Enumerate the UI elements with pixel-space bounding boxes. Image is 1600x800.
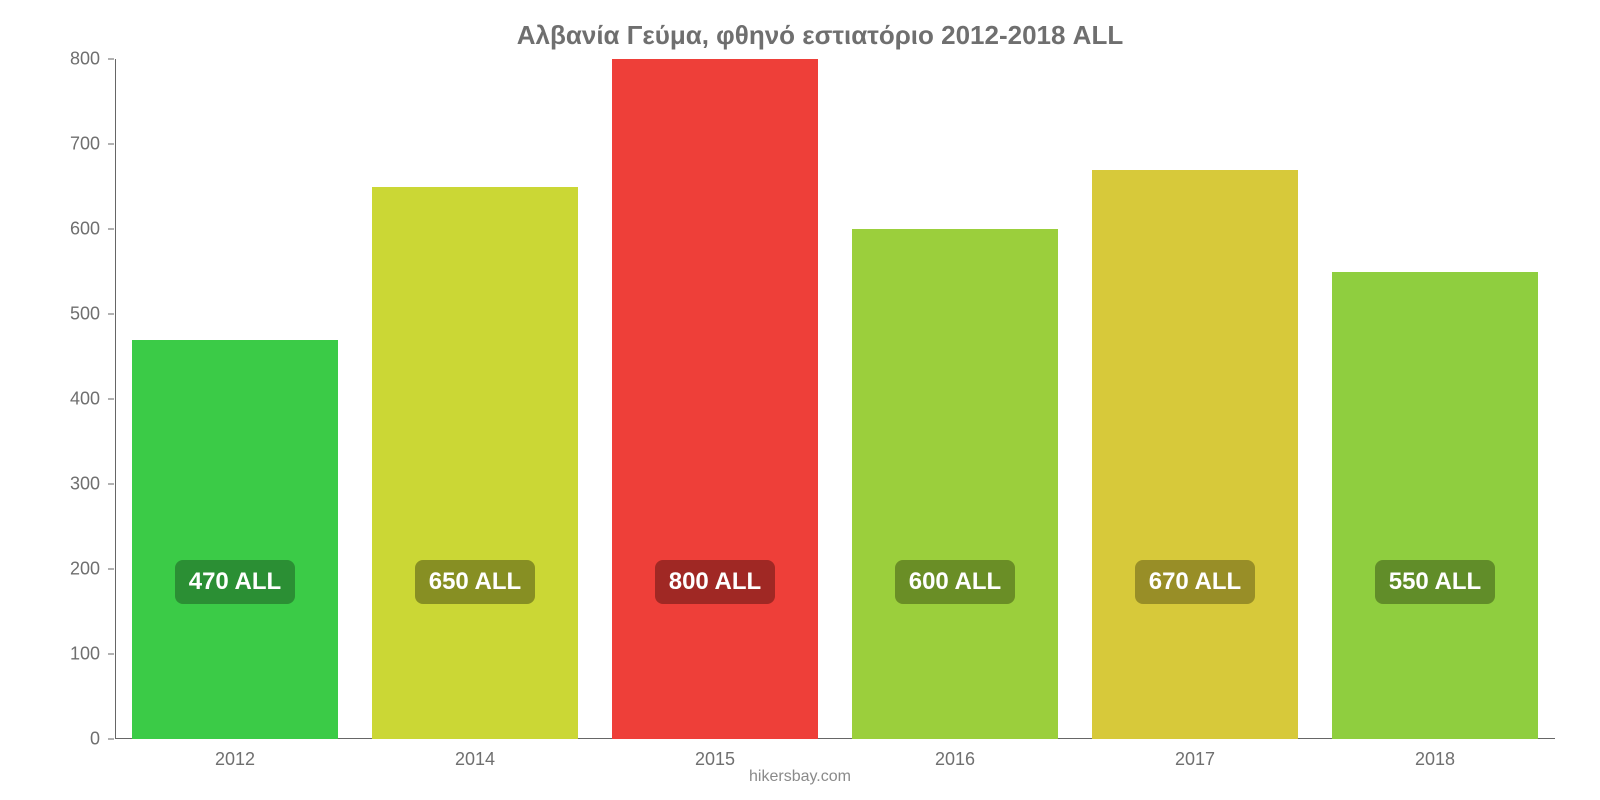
x-tick-label: 2018 [1415,749,1455,770]
y-tick: 100 [70,644,114,665]
bar-slot: 800 ALL2015 [595,59,835,739]
chart-container: Αλβανία Γεύμα, φθηνό εστιατόριο 2012-201… [0,0,1600,800]
x-tick-label: 2015 [695,749,735,770]
y-tick: 800 [70,49,114,70]
bar: 670 ALL [1092,170,1298,740]
y-tick: 500 [70,304,114,325]
bar-value-badge: 650 ALL [415,560,535,604]
bar-slot: 650 ALL2014 [355,59,595,739]
bar-value-badge: 470 ALL [175,560,295,604]
plot-area: 0100200300400500600700800 470 ALL2012650… [70,59,1570,739]
y-axis: 0100200300400500600700800 [60,59,115,739]
bar: 600 ALL [852,229,1058,739]
chart-title: Αλβανία Γεύμα, φθηνό εστιατόριο 2012-201… [70,20,1570,51]
y-tick-mark [108,59,114,60]
bar-slot: 550 ALL2018 [1315,59,1555,739]
y-tick: 600 [70,219,114,240]
bar-value-badge: 670 ALL [1135,560,1255,604]
bar-value-badge: 550 ALL [1375,560,1495,604]
y-tick-mark [108,569,114,570]
y-tick-mark [108,739,114,740]
x-tick-label: 2012 [215,749,255,770]
y-tick: 0 [90,729,114,750]
bar-value-badge: 800 ALL [655,560,775,604]
y-tick: 400 [70,389,114,410]
bar: 470 ALL [132,340,338,740]
y-tick-label: 100 [70,644,108,665]
bar-slot: 470 ALL2012 [115,59,355,739]
y-tick: 700 [70,134,114,155]
bar-slot: 670 ALL2017 [1075,59,1315,739]
y-tick: 300 [70,474,114,495]
bar: 650 ALL [372,187,578,740]
y-tick-label: 200 [70,559,108,580]
y-tick-mark [108,484,114,485]
y-tick-mark [108,399,114,400]
x-tick-label: 2016 [935,749,975,770]
y-tick-label: 300 [70,474,108,495]
y-tick-mark [108,229,114,230]
y-tick-label: 600 [70,219,108,240]
y-tick-mark [108,144,114,145]
x-tick-label: 2017 [1175,749,1215,770]
y-tick-mark [108,314,114,315]
y-tick-mark [108,654,114,655]
y-tick-label: 500 [70,304,108,325]
bar: 800 ALL [612,59,818,739]
credit-text: hikersbay.com [0,768,1600,786]
y-tick-label: 700 [70,134,108,155]
y-tick-label: 400 [70,389,108,410]
bar: 550 ALL [1332,272,1538,740]
x-tick-label: 2014 [455,749,495,770]
bar-value-badge: 600 ALL [895,560,1015,604]
bars-group: 470 ALL2012650 ALL2014800 ALL2015600 ALL… [115,59,1555,739]
y-tick-label: 0 [90,729,108,750]
y-tick: 200 [70,559,114,580]
y-tick-label: 800 [70,49,108,70]
bar-slot: 600 ALL2016 [835,59,1075,739]
